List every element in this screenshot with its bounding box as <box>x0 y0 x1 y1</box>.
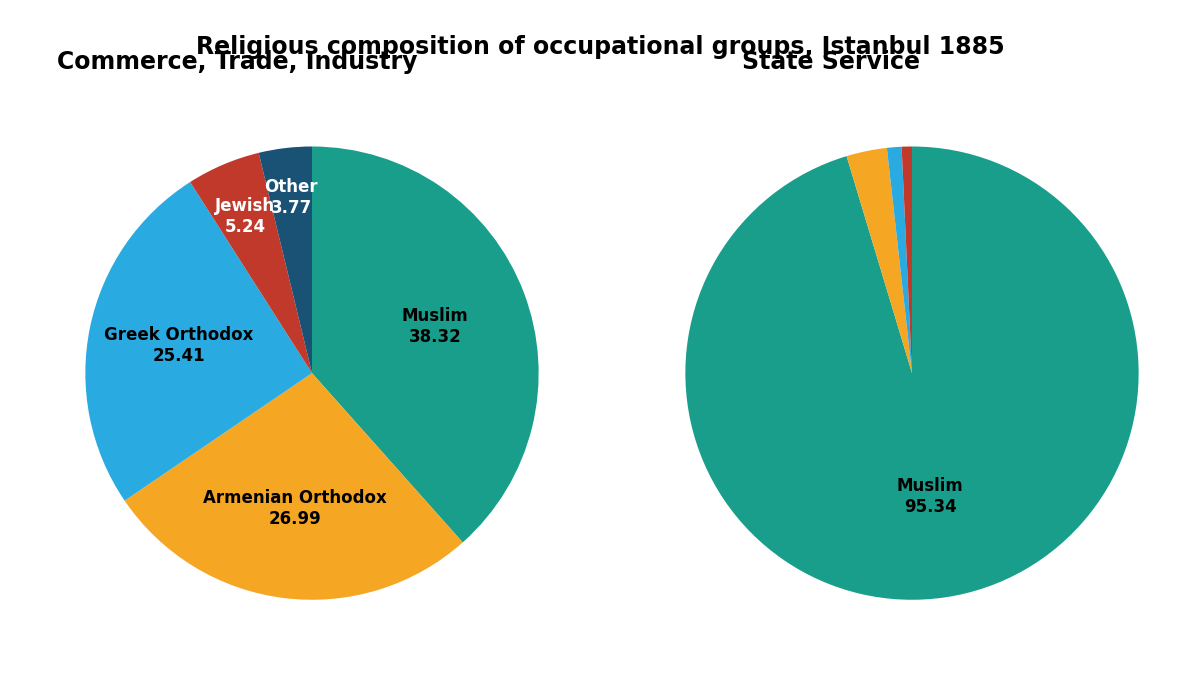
Wedge shape <box>846 148 912 373</box>
Wedge shape <box>685 146 1139 600</box>
Text: Armenian Orthodox
26.99: Armenian Orthodox 26.99 <box>204 489 388 527</box>
Text: Greek Orthodox
25.41: Greek Orthodox 25.41 <box>104 326 253 365</box>
Wedge shape <box>85 182 312 501</box>
Wedge shape <box>887 146 912 373</box>
Wedge shape <box>312 146 539 542</box>
Wedge shape <box>125 373 463 600</box>
Text: Jewish
5.24: Jewish 5.24 <box>215 198 276 236</box>
Wedge shape <box>901 146 912 373</box>
Text: Muslim
38.32: Muslim 38.32 <box>402 307 468 346</box>
Text: Other
3.77: Other 3.77 <box>264 178 318 217</box>
Text: Muslim
95.34: Muslim 95.34 <box>896 477 964 516</box>
Text: Commerce, Trade, Industry: Commerce, Trade, Industry <box>58 50 418 74</box>
Text: Religious composition of occupational groups, Istanbul 1885: Religious composition of occupational gr… <box>196 35 1004 59</box>
Wedge shape <box>259 146 312 373</box>
Text: State Service: State Service <box>742 50 920 74</box>
Wedge shape <box>190 153 312 373</box>
